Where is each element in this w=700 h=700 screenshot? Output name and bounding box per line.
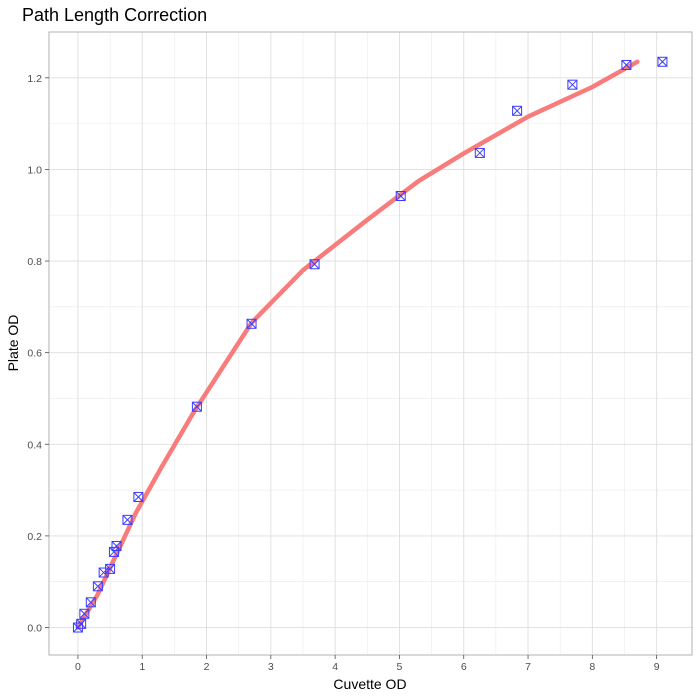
data-point-cross bbox=[657, 56, 668, 67]
data-point-cross bbox=[512, 105, 522, 116]
data-point-cross bbox=[246, 318, 257, 329]
data-point-cross bbox=[93, 581, 103, 592]
data-point bbox=[92, 581, 103, 592]
data-point bbox=[621, 59, 632, 70]
data-point-cross bbox=[76, 618, 87, 629]
data-point-cross bbox=[567, 79, 578, 90]
data-point-cross bbox=[122, 515, 133, 525]
data-point-box bbox=[85, 597, 96, 608]
data-point-box bbox=[474, 147, 485, 158]
data-point-box bbox=[567, 79, 578, 90]
x-tick-label: 1 bbox=[139, 661, 145, 673]
data-point-cross bbox=[85, 597, 96, 608]
y-tick-label: 1.0 bbox=[27, 164, 42, 176]
data-point-cross bbox=[621, 60, 632, 70]
data-point bbox=[108, 546, 119, 557]
data-point bbox=[474, 147, 485, 158]
data-point bbox=[246, 318, 257, 329]
data-point-cross bbox=[111, 541, 122, 551]
data-point-box bbox=[621, 59, 632, 70]
data-point-box bbox=[79, 608, 90, 619]
data-point-box bbox=[72, 622, 83, 633]
data-point bbox=[395, 190, 406, 201]
data-point-box bbox=[246, 318, 257, 329]
y-tick-label: 0.6 bbox=[27, 348, 42, 360]
data-point bbox=[133, 491, 144, 502]
data-point bbox=[309, 259, 320, 270]
x-tick-label: 9 bbox=[654, 661, 660, 673]
data-point-box bbox=[111, 540, 122, 551]
data-point-cross bbox=[79, 608, 90, 619]
data-point-box bbox=[98, 567, 109, 578]
data-point-cross bbox=[98, 567, 109, 578]
y-axis-title: Plate OD bbox=[5, 315, 21, 372]
data-point bbox=[98, 567, 109, 578]
data-point-cross bbox=[109, 547, 119, 557]
data-point bbox=[191, 401, 202, 412]
x-tick-label: 8 bbox=[589, 661, 595, 673]
y-tick-label: 1.2 bbox=[27, 73, 42, 85]
y-tick-label: 0.4 bbox=[27, 439, 42, 451]
y-tick-label: 0.0 bbox=[27, 623, 42, 635]
plot-area: 0 1 2 3 4 5 6 7 8 9 0.0 0.2 0.4 0.6 0.8 1.0 1.2 bbox=[27, 31, 693, 673]
y-tick-label: 0.8 bbox=[27, 256, 42, 268]
x-tick-label: 3 bbox=[268, 661, 274, 673]
data-point bbox=[567, 79, 578, 90]
data-point-cross bbox=[474, 148, 485, 158]
data-point bbox=[105, 563, 116, 574]
chart-title: Path Length Correction bbox=[22, 5, 207, 25]
data-point-cross bbox=[105, 564, 115, 574]
data-point-cross bbox=[309, 259, 320, 270]
x-tick-label: 5 bbox=[397, 661, 403, 673]
plot-border bbox=[48, 31, 693, 656]
data-point bbox=[85, 597, 96, 608]
data-point-box bbox=[92, 581, 103, 592]
data-point-box bbox=[395, 190, 406, 201]
data-point bbox=[512, 105, 523, 116]
data-point-box bbox=[657, 56, 668, 67]
data-point-box bbox=[512, 105, 523, 116]
data-point bbox=[111, 540, 122, 551]
x-tick-label: 7 bbox=[525, 661, 531, 673]
data-point bbox=[657, 56, 668, 67]
data-point-box bbox=[76, 618, 87, 629]
y-tick-label: 0.2 bbox=[27, 531, 42, 543]
x-tick-label: 2 bbox=[204, 661, 210, 673]
data-point-cross bbox=[395, 191, 406, 201]
x-tick-label: 6 bbox=[461, 661, 467, 673]
x-axis-title: Cuvette OD bbox=[333, 676, 406, 692]
data-point-box bbox=[108, 546, 119, 557]
data-point-box bbox=[191, 401, 202, 412]
fit-curve bbox=[75, 59, 640, 630]
data-point bbox=[122, 514, 133, 525]
data-point-box bbox=[133, 491, 144, 502]
data-point-box bbox=[105, 563, 116, 574]
data-point-cross bbox=[133, 492, 144, 502]
data-point-box bbox=[309, 259, 320, 270]
data-point-box bbox=[122, 514, 133, 525]
data-point-cross bbox=[192, 401, 202, 412]
x-tick-label: 0 bbox=[75, 661, 81, 673]
data-point bbox=[79, 608, 90, 619]
data-point bbox=[76, 618, 87, 629]
x-tick-label: 4 bbox=[332, 661, 338, 673]
